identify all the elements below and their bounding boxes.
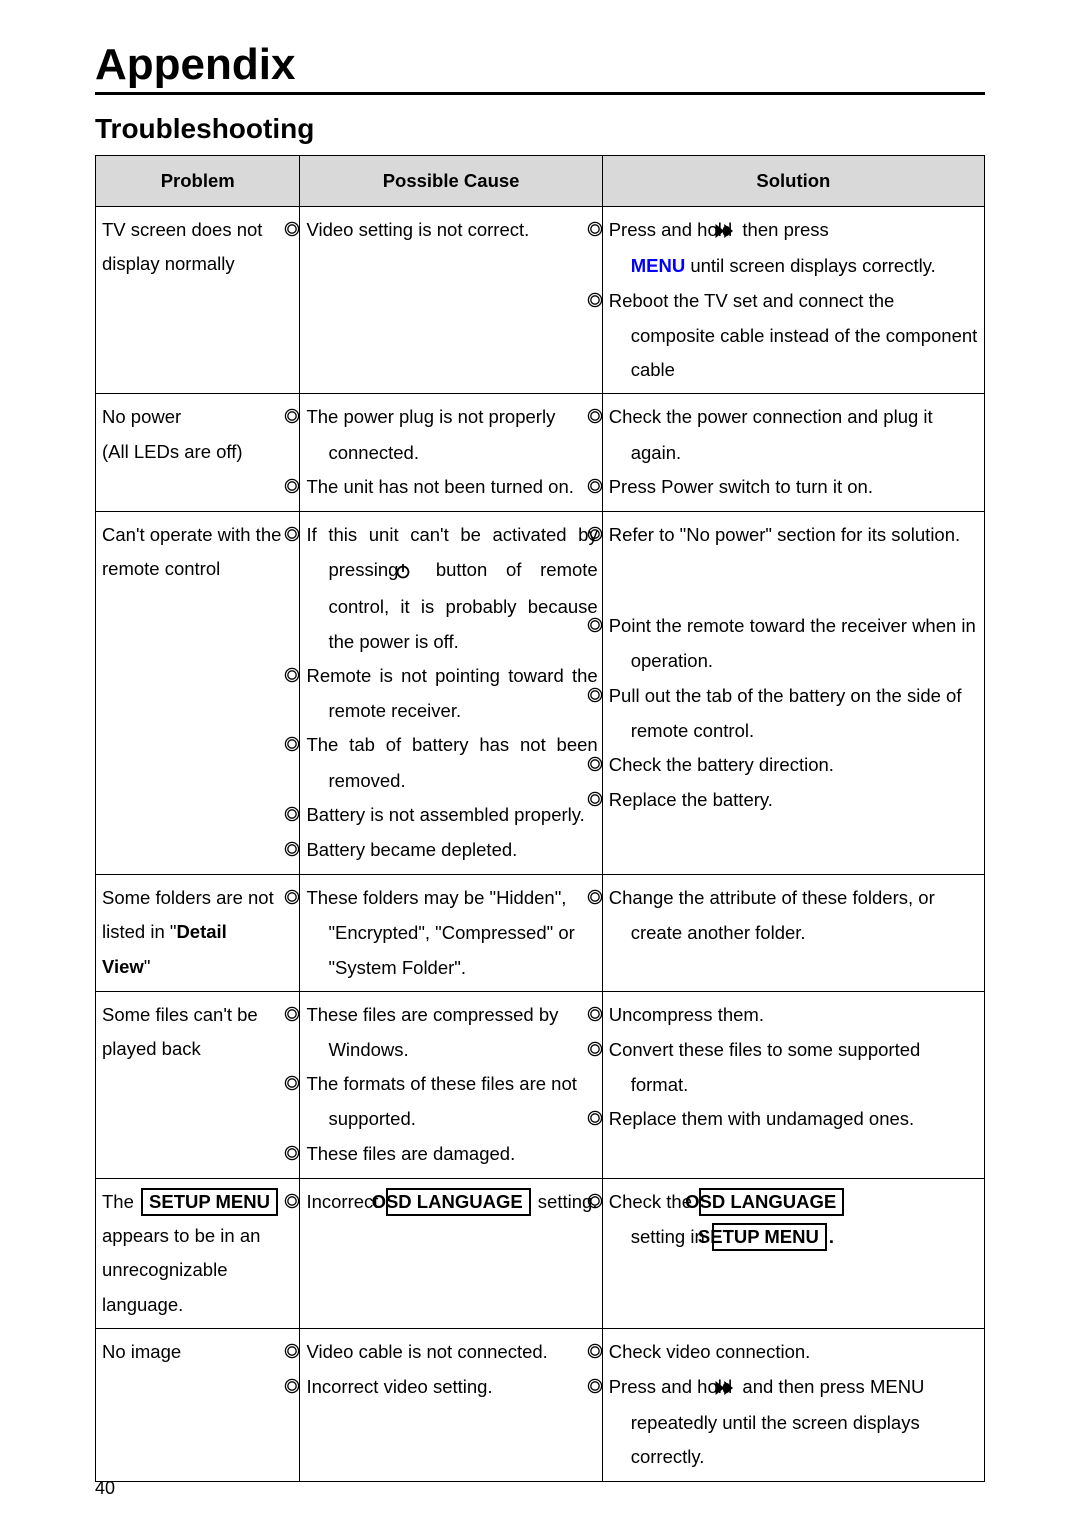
cause-cell: Video setting is not correct. — [300, 207, 602, 394]
table-row: The SETUP MENU appears to be in an unrec… — [96, 1178, 985, 1328]
table-row: Can't operate with the remote control If… — [96, 511, 985, 874]
osd-language-label: OSD LANGUAGE — [386, 1188, 531, 1216]
cause-text: The tab of battery has not been removed. — [306, 734, 597, 790]
table-row: Some folders are not listed in "DetailVi… — [96, 875, 985, 992]
problem-text: No power — [102, 406, 181, 427]
solution-cell: Check the OSD LANGUAGE setting in SETUP … — [602, 1178, 984, 1328]
problem-text: appears to be in an unrecognizable langu… — [102, 1225, 260, 1314]
cause-cell: Video cable is not connected. Incorrect … — [300, 1328, 602, 1481]
problem-cell: No image — [96, 1328, 300, 1481]
solution-text: Replace the battery. — [609, 789, 773, 810]
solution-text: Replace them with undamaged ones. — [609, 1108, 914, 1129]
cause-text: Battery is not assembled properly. — [306, 804, 584, 825]
solution-cell: Change the attribute of these folders, o… — [602, 875, 984, 992]
problem-cell: TV screen does not display normally — [96, 207, 300, 394]
solution-cell: Refer to "No power" section for its solu… — [602, 511, 984, 874]
table-row: TV screen does not display normally Vide… — [96, 207, 985, 394]
problem-cell: Some files can't be played back — [96, 991, 300, 1178]
solution-text: then press — [737, 219, 829, 240]
solution-text: Pull out the tab of the battery on the s… — [609, 685, 962, 741]
solution-text: Check video connection. — [609, 1341, 811, 1362]
solution-text: Press Power switch to turn it on. — [609, 476, 873, 497]
solution-text: Reboot the TV set and connect the compos… — [609, 290, 978, 380]
table-row: Some files can't be played back These fi… — [96, 991, 985, 1178]
cause-cell: Incorrect OSD LANGUAGE setting. — [300, 1178, 602, 1328]
heading-section: Troubleshooting — [95, 113, 985, 145]
heading-appendix: Appendix — [95, 40, 985, 95]
page-number: 40 — [95, 1478, 115, 1499]
cause-cell: The power plug is not properly connected… — [300, 394, 602, 512]
problem-cell: Can't operate with the remote control — [96, 511, 300, 874]
problem-cell: The SETUP MENU appears to be in an unrec… — [96, 1178, 300, 1328]
problem-text: The — [102, 1191, 139, 1212]
cause-text: The power plug is not properly connected… — [306, 406, 555, 462]
solution-text: Convert these files to some supported fo… — [609, 1039, 921, 1095]
problem-text: " — [144, 956, 151, 977]
cause-cell: These folders may be "Hidden", "Encrypte… — [300, 875, 602, 992]
table-row: No image Video cable is not connected. I… — [96, 1328, 985, 1481]
solution-cell: Press and hold then press MENU until scr… — [602, 207, 984, 394]
solution-text: Change the attribute of these folders, o… — [609, 887, 935, 943]
cause-cell: If this unit can't be activated by press… — [300, 511, 602, 874]
view-label: View — [102, 956, 144, 977]
table-header-row: Problem Possible Cause Solution — [96, 156, 985, 207]
solution-text: Refer to "No power" section for its solu… — [609, 524, 960, 545]
cause-text: The unit has not been turned on. — [306, 476, 573, 497]
table-row: No power (All LEDs are off) The power pl… — [96, 394, 985, 512]
cause-text: Battery became depleted. — [306, 839, 517, 860]
problem-text: (All LEDs are off) — [102, 441, 243, 462]
cause-text: Incorrect video setting. — [306, 1376, 492, 1397]
menu-label: MENU — [631, 255, 685, 276]
solution-text: until screen displays correctly. — [685, 255, 936, 276]
cause-text: These folders may be "Hidden", "Encrypte… — [306, 887, 574, 977]
solution-text: Check the battery direction. — [609, 754, 834, 775]
solution-cell: Uncompress them. Convert these files to … — [602, 991, 984, 1178]
col-problem: Problem — [96, 156, 300, 207]
troubleshooting-table: Problem Possible Cause Solution TV scree… — [95, 155, 985, 1482]
cause-text: These files are compressed by Windows. — [306, 1004, 558, 1060]
cause-cell: These files are compressed by Windows. T… — [300, 991, 602, 1178]
cause-text: These files are damaged. — [306, 1143, 515, 1164]
setup-menu-label: SETUP MENU — [141, 1188, 278, 1216]
solution-text: Point the remote toward the receiver whe… — [609, 615, 976, 671]
cause-text: Video setting is not correct. — [306, 219, 529, 240]
col-cause: Possible Cause — [300, 156, 602, 207]
col-solution: Solution — [602, 156, 984, 207]
cause-text: Remote is not pointing toward the remote… — [306, 665, 597, 721]
solution-text: Uncompress them. — [609, 1004, 764, 1025]
cause-text: Video cable is not connected. — [306, 1341, 547, 1362]
setup-menu-label: SETUP MENU — [712, 1223, 827, 1251]
cause-text: The formats of these files are not suppo… — [306, 1073, 576, 1129]
solution-cell: Check the power connection and plug it a… — [602, 394, 984, 512]
solution-cell: Check video connection. Press and hold a… — [602, 1328, 984, 1481]
solution-text: . — [829, 1226, 834, 1247]
detail-label: Detail — [176, 921, 226, 942]
solution-text: Check the — [609, 1191, 697, 1212]
osd-language-label: OSD LANGUAGE — [699, 1188, 844, 1216]
problem-cell: No power (All LEDs are off) — [96, 394, 300, 512]
problem-cell: Some folders are not listed in "DetailVi… — [96, 875, 300, 992]
document-page: Appendix Troubleshooting Problem Possibl… — [0, 0, 1080, 1529]
solution-text: Check the power connection and plug it a… — [609, 406, 933, 462]
